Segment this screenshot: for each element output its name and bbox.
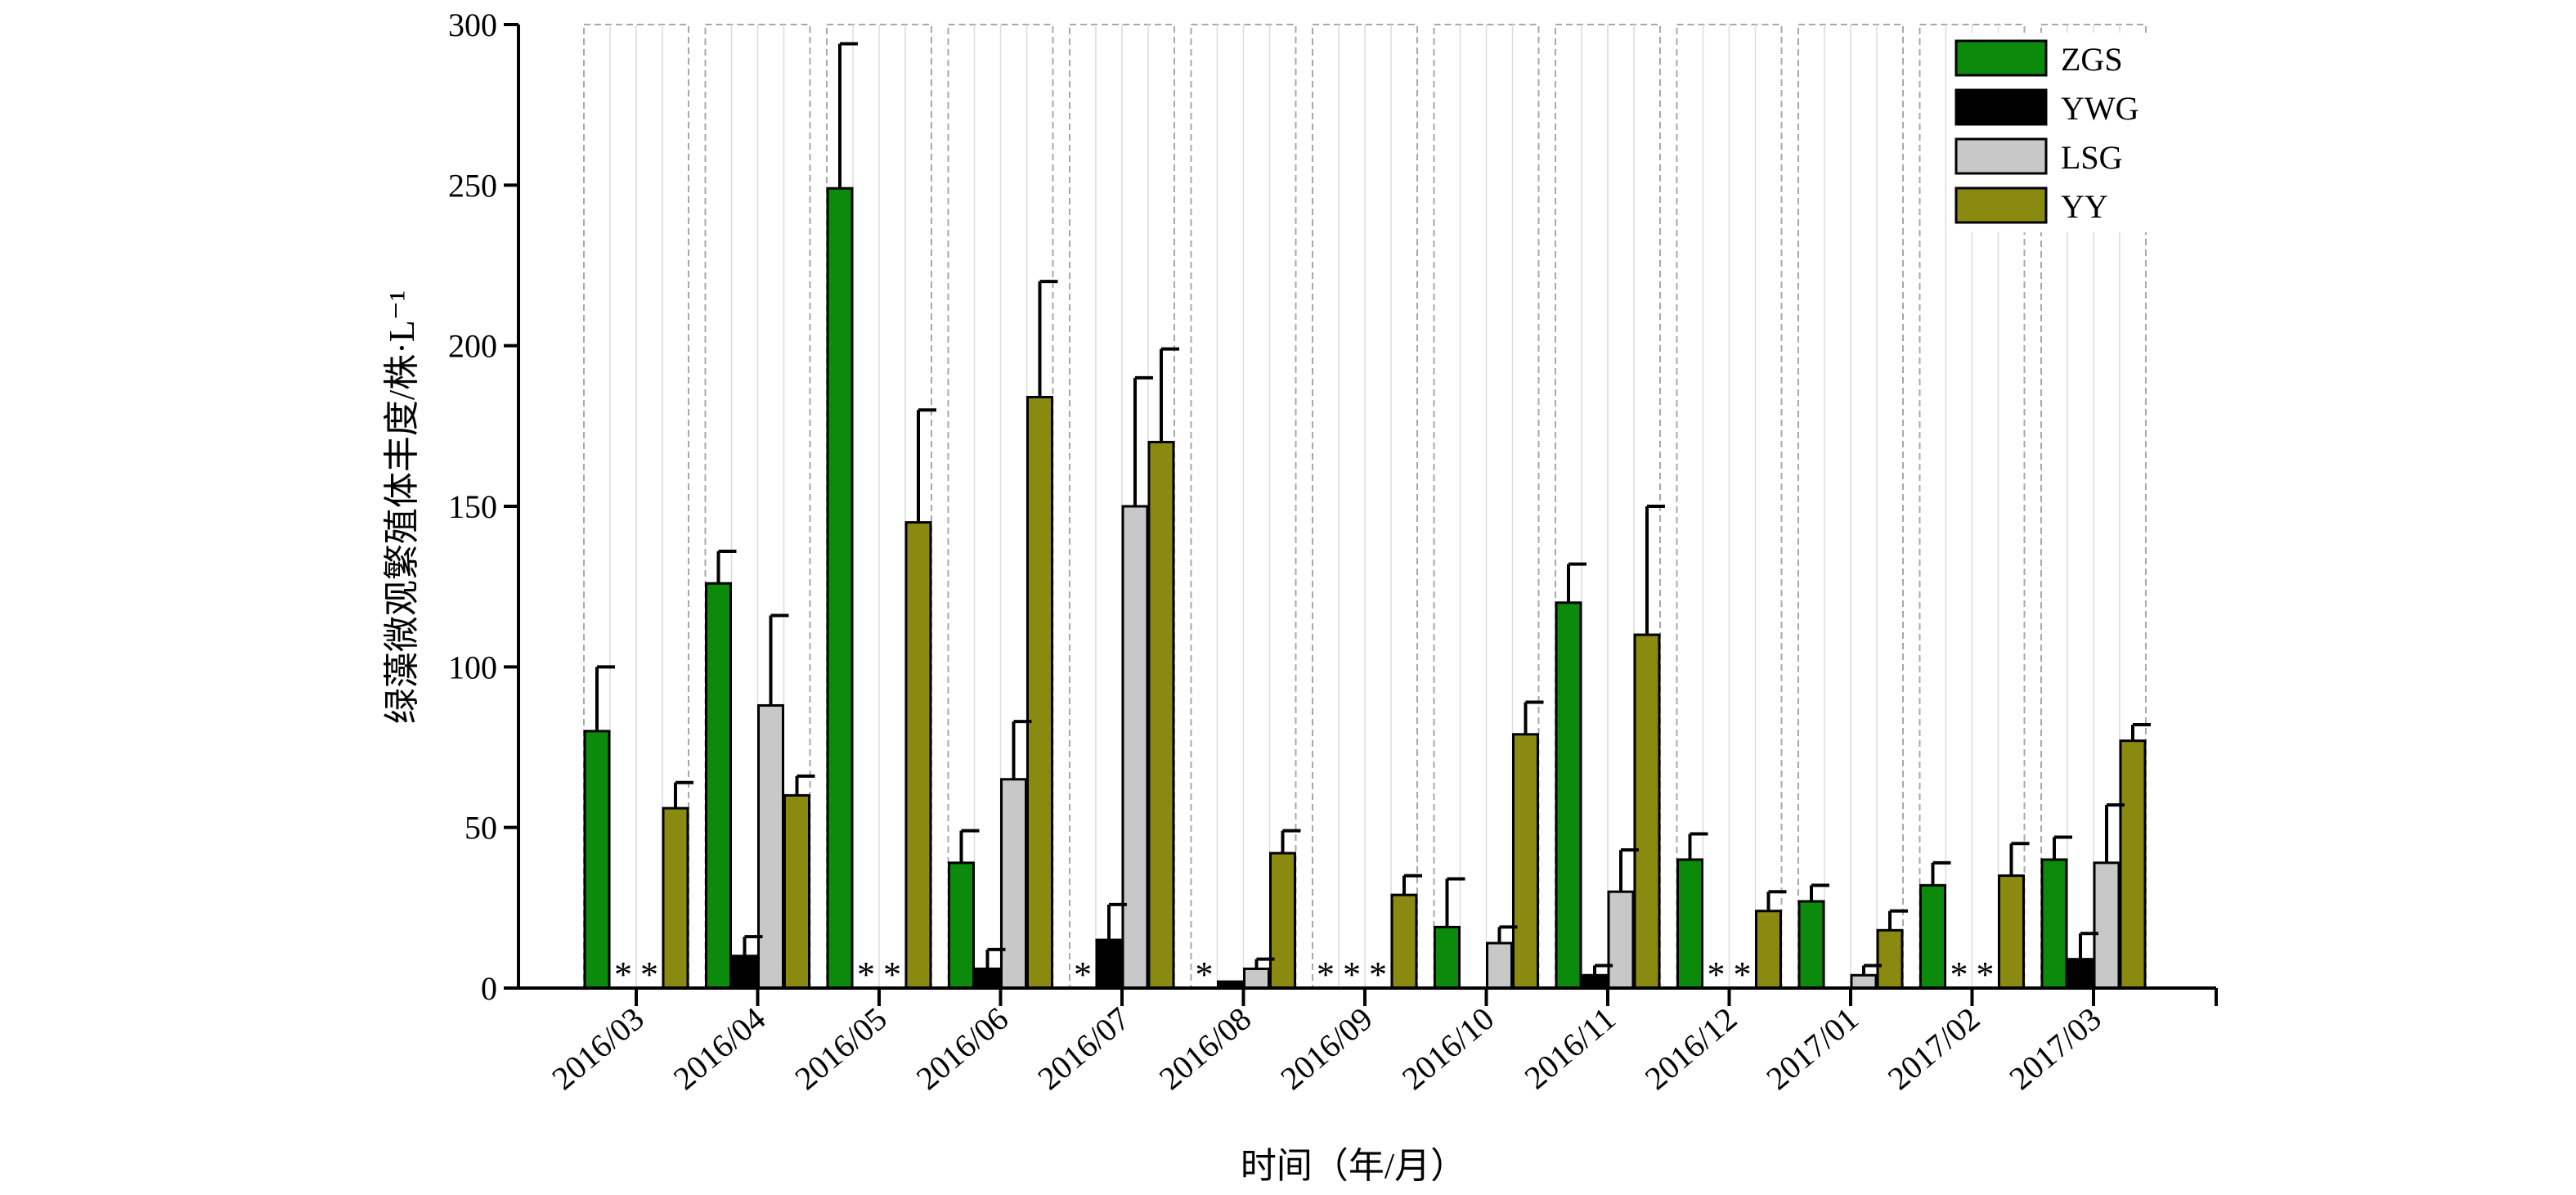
bar-yy bbox=[1026, 395, 1053, 990]
bar-ywg bbox=[731, 955, 758, 990]
bar-yy bbox=[904, 521, 932, 990]
bar-zgs bbox=[2040, 858, 2068, 990]
legend-swatch-yy bbox=[1954, 186, 2048, 224]
y-tick-label: 300 bbox=[448, 7, 497, 43]
bar-ywg bbox=[974, 967, 1001, 990]
x-category-label: 2016/07 bbox=[1030, 1000, 1136, 1097]
legend-label-zgs: ZGS bbox=[2061, 41, 2123, 78]
not-detected-marker: * bbox=[1369, 955, 1387, 995]
not-detected-marker: * bbox=[857, 955, 875, 995]
bar-lsg bbox=[1850, 973, 1878, 990]
bar-ywg bbox=[1095, 938, 1123, 990]
not-detected-marker: * bbox=[1950, 955, 1968, 995]
legend: ZGS YWG LSG YY bbox=[1946, 33, 2183, 232]
bar-lsg bbox=[757, 703, 784, 990]
category-group-boxes bbox=[583, 24, 2147, 989]
x-category-label: 2016/04 bbox=[666, 1000, 772, 1097]
not-detected-marker: * bbox=[614, 955, 632, 995]
legend-label-ywg: YWG bbox=[2061, 90, 2139, 127]
bar-yy bbox=[1998, 874, 2025, 990]
y-axis-ticks: 0 50 100 150 200 250 300 bbox=[448, 7, 518, 1007]
bar-zgs bbox=[1676, 858, 1703, 990]
x-category-label: 2016/05 bbox=[788, 1000, 893, 1097]
x-axis-title: 时间（年/月） bbox=[1241, 1146, 1466, 1186]
not-detected-markers: * * * * * * * * * * * * * bbox=[614, 955, 1995, 995]
bar-zgs bbox=[826, 186, 854, 990]
not-detected-marker: * bbox=[1074, 955, 1092, 995]
not-detected-marker: * bbox=[1196, 955, 1214, 995]
not-detected-marker: * bbox=[640, 955, 658, 995]
not-detected-marker: * bbox=[1343, 955, 1361, 995]
bar-lsg bbox=[2093, 861, 2120, 990]
y-tick-label: 50 bbox=[464, 810, 497, 847]
y-tick-label: 250 bbox=[448, 167, 497, 204]
legend-label-lsg: LSG bbox=[2061, 139, 2123, 176]
bar-yy bbox=[1512, 733, 1539, 990]
bar-ywg bbox=[1581, 973, 1609, 990]
y-tick-label: 100 bbox=[448, 649, 497, 685]
not-detected-marker: * bbox=[883, 955, 901, 995]
not-detected-marker: * bbox=[1977, 955, 1995, 995]
x-category-label: 2016/12 bbox=[1638, 1000, 1744, 1097]
bar-ywg bbox=[2067, 958, 2094, 990]
x-category-label: 2016/11 bbox=[1518, 1000, 1622, 1096]
bar-lsg bbox=[1607, 890, 1635, 990]
bar-yy bbox=[783, 793, 810, 990]
legend-swatch-lsg bbox=[1954, 137, 2048, 175]
x-category-label: 2016/03 bbox=[545, 1000, 650, 1097]
x-category-label: 2017/02 bbox=[1881, 1000, 1986, 1097]
legend-swatch-ywg bbox=[1954, 88, 2048, 126]
x-axis-ticks: 2016/03 2016/04 2016/05 2016/06 2016/07 2016/… bbox=[545, 988, 2218, 1097]
bar-zgs bbox=[705, 582, 732, 990]
x-category-label: 2016/08 bbox=[1152, 1000, 1258, 1097]
bar-zgs bbox=[1434, 925, 1461, 990]
legend-swatch-zgs bbox=[1954, 39, 2048, 77]
bar-lsg bbox=[1243, 967, 1270, 990]
y-tick-label: 200 bbox=[448, 328, 497, 365]
bar-zgs bbox=[1919, 883, 1946, 990]
not-detected-marker: * bbox=[1734, 955, 1752, 995]
y-tick-label: 0 bbox=[481, 970, 497, 1007]
legend-label-yy: YY bbox=[2061, 188, 2108, 225]
error-bars-layer bbox=[595, 42, 2151, 976]
bar-lsg bbox=[1000, 778, 1027, 990]
bar-zgs bbox=[948, 861, 975, 990]
bar-yy bbox=[2119, 739, 2147, 990]
x-category-label: 2017/03 bbox=[2002, 1000, 2107, 1097]
x-category-label: 2016/09 bbox=[1273, 1000, 1379, 1097]
bar-zgs bbox=[1797, 900, 1825, 990]
bar-yy bbox=[662, 806, 689, 990]
y-tick-label: 150 bbox=[448, 488, 497, 525]
x-category-label: 2016/10 bbox=[1395, 1000, 1501, 1097]
not-detected-marker: * bbox=[1708, 955, 1726, 995]
bar-yy bbox=[1390, 893, 1418, 990]
bar-yy bbox=[1269, 851, 1296, 990]
bar-lsg bbox=[1486, 941, 1513, 990]
bar-yy bbox=[1147, 440, 1175, 990]
bar-zgs bbox=[1555, 601, 1582, 990]
x-category-label: 2017/01 bbox=[1759, 1000, 1865, 1097]
not-detected-marker: * bbox=[1317, 955, 1335, 995]
bar-yy bbox=[1755, 910, 1782, 990]
x-category-label: 2016/06 bbox=[909, 1000, 1015, 1097]
bar-zgs bbox=[583, 730, 611, 990]
y-axis-title: 绿藻微观繁殖体丰度/株·L⁻¹ bbox=[382, 290, 422, 724]
bar-yy bbox=[1876, 928, 1904, 990]
bar-yy bbox=[1633, 633, 1661, 990]
bar-lsg bbox=[1121, 505, 1149, 990]
